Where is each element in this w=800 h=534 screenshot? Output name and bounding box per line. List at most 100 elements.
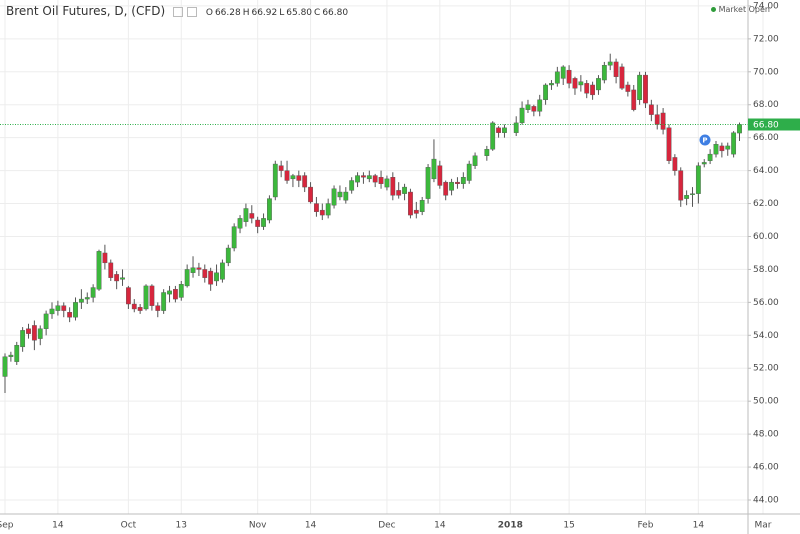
candle-body — [449, 181, 454, 191]
candle-body — [361, 175, 366, 178]
ohlc-value: 65.80 — [286, 8, 313, 18]
ohlc-label: H — [242, 8, 250, 18]
candle-body — [319, 209, 325, 216]
status-text: Market Open — [718, 5, 770, 14]
candle-body — [55, 305, 61, 311]
candle-body — [67, 312, 73, 318]
candle-body — [308, 186, 313, 203]
icon-button[interactable] — [187, 6, 198, 17]
event-marker-label[interactable]: P — [702, 137, 707, 145]
candle-body — [125, 287, 131, 305]
price-label-box — [748, 118, 800, 131]
candle-body — [2, 356, 8, 377]
candle-body — [96, 251, 102, 290]
candle-body — [590, 84, 595, 96]
x-tick-label: Oct — [121, 521, 137, 531]
candle-body — [560, 66, 566, 79]
candle-body — [161, 292, 167, 311]
candle-body — [37, 328, 43, 339]
candle-body — [537, 99, 543, 112]
candle-body — [525, 104, 531, 110]
candle-body — [184, 269, 190, 287]
candle-body — [284, 170, 290, 181]
candle-body — [131, 303, 137, 310]
candle-body — [343, 191, 349, 201]
candle-body — [496, 127, 501, 133]
x-tick-label: 14 — [434, 521, 446, 531]
event-marker-circle[interactable] — [699, 134, 711, 146]
y-tick-label: 68.00 — [753, 100, 779, 110]
candle-body — [631, 89, 637, 110]
candle-body — [719, 145, 725, 152]
candle-body — [578, 81, 584, 86]
x-tick-label: Dec — [378, 521, 395, 531]
candle-body — [155, 305, 161, 311]
candle-body — [466, 163, 472, 181]
icon-button[interactable] — [173, 6, 184, 17]
candle-body — [607, 61, 613, 66]
candle-body — [102, 252, 108, 264]
x-tick-label: 14 — [305, 521, 317, 531]
candle-body — [49, 308, 55, 315]
candle-body — [31, 325, 37, 341]
candle-body — [73, 302, 78, 318]
candle-body — [396, 190, 402, 196]
candle-body — [443, 181, 449, 196]
candle-body — [143, 285, 149, 310]
candle-body — [701, 162, 707, 165]
ohlc-label: C — [314, 8, 321, 18]
candle-body — [643, 74, 648, 104]
candle-body — [114, 274, 120, 282]
candle-body — [26, 328, 31, 334]
candle-body — [513, 122, 519, 133]
candle-body — [237, 218, 243, 229]
y-tick-label: 48.00 — [753, 430, 779, 440]
candle-body — [108, 262, 114, 278]
candle-body — [208, 270, 214, 285]
ohlc-label: O — [205, 8, 213, 18]
candle-body — [666, 127, 672, 161]
candle-body — [660, 112, 666, 130]
candle-body — [601, 65, 607, 81]
candle-body — [549, 83, 554, 86]
candle-body — [378, 177, 384, 184]
candle-body — [355, 175, 360, 183]
candle-body — [619, 66, 625, 89]
candle-body — [220, 262, 225, 280]
candle-body — [554, 71, 560, 84]
candle-body — [566, 69, 572, 84]
x-tick-label: Sep — [0, 521, 14, 531]
candle-body — [460, 177, 466, 184]
candle-body — [349, 180, 355, 191]
x-tick-label: 14 — [52, 521, 64, 531]
candle-body — [20, 330, 26, 348]
candle-body — [261, 218, 266, 227]
event-marker[interactable]: P — [699, 134, 711, 146]
market-status: Market Open — [710, 5, 770, 14]
candle-body — [14, 344, 20, 362]
candle-body — [678, 170, 684, 201]
candle-body — [267, 198, 272, 221]
candle-body — [725, 145, 731, 150]
candle-body — [214, 272, 219, 282]
candle-body — [202, 269, 208, 278]
candle-body — [408, 191, 413, 216]
y-tick-label: 66.00 — [753, 133, 779, 143]
candle-body — [167, 290, 172, 295]
x-tick-label: Mar — [755, 521, 772, 531]
chart-title: Brent Oil Futures, D, (CFD) — [6, 4, 166, 18]
candle-body — [390, 177, 396, 196]
candle-body — [737, 124, 742, 134]
candle-body — [255, 219, 261, 227]
candle-body — [572, 78, 578, 89]
candle-body — [272, 163, 278, 198]
header: Brent Oil Futures, D, (CFD) O 66.28 H 66.92… — [6, 4, 348, 18]
x-tick-label: Feb — [638, 521, 654, 531]
candle-body — [672, 157, 678, 171]
candle-body — [225, 247, 231, 264]
y-tick-label: 58.00 — [753, 265, 779, 275]
candle-body — [625, 84, 631, 92]
candle-body — [695, 165, 701, 194]
